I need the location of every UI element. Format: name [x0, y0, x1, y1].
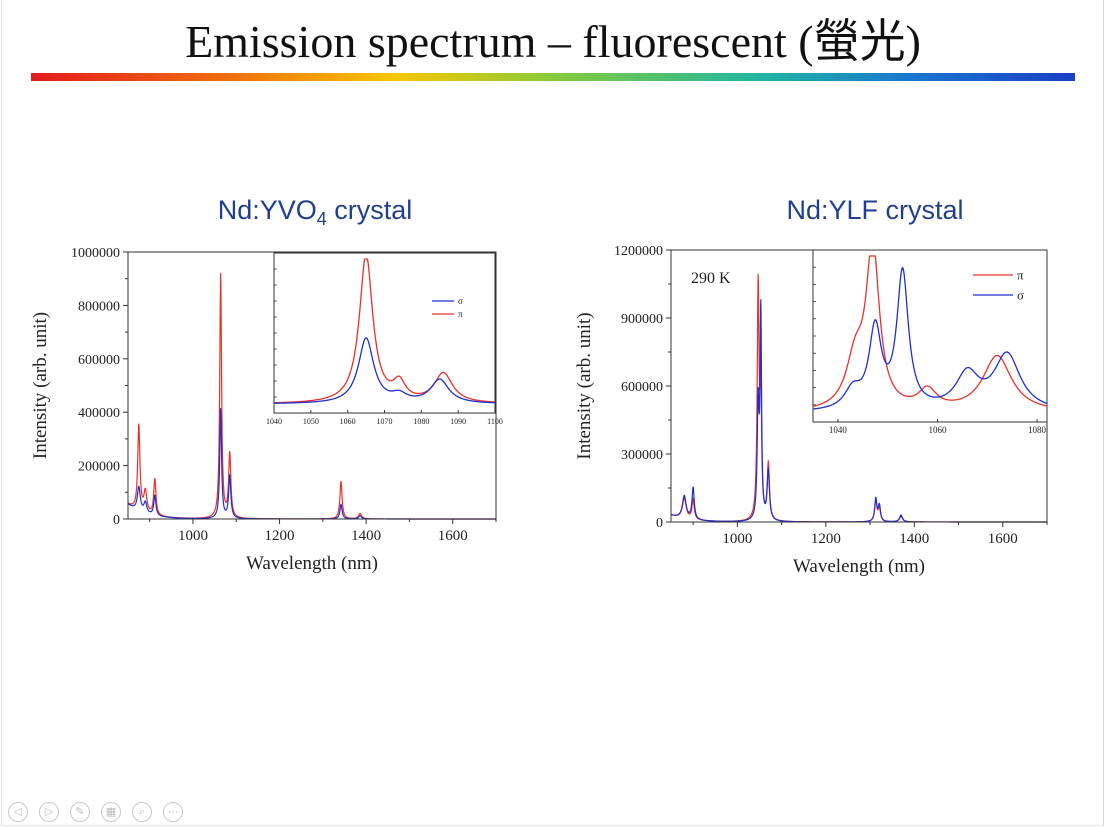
inset-x-tick-label: 1080	[413, 417, 429, 426]
x-tick-label: 1600	[988, 531, 1018, 547]
inset-x-tick-label: 1040	[266, 417, 282, 426]
y-tick-label: 600000	[621, 380, 663, 395]
pen-icon[interactable]: ✎	[70, 802, 90, 822]
slide-title: Emission spectrum – fluorescent (螢光)	[185, 16, 921, 67]
legend-label: π	[458, 309, 463, 319]
inset-series-line-1-0	[812, 255, 1048, 407]
x-tick-label: 1400	[351, 528, 381, 544]
inset-x-tick-label: 1060	[340, 417, 356, 426]
legend-label: π	[1017, 268, 1024, 283]
y-tick-label: 1200000	[614, 244, 663, 259]
inset-x-tick-label: 1100	[487, 417, 503, 426]
x-tick-label: 1600	[438, 528, 468, 544]
inset-frame	[273, 252, 496, 414]
zoom-icon[interactable]: ⌕	[132, 802, 152, 822]
chart-title-yvo4: Nd:YVO4 crystal	[130, 195, 500, 229]
chart-title-rest: crystal	[326, 195, 413, 225]
chart-title-main: Nd:YVO	[217, 195, 317, 225]
legend-label: σ	[1017, 288, 1024, 303]
y-tick-label: 600000	[78, 353, 120, 368]
x-axis-label: Wavelength (nm)	[793, 556, 925, 577]
inset-x-tick-label: 1080	[1028, 425, 1047, 435]
y-tick-label: 400000	[78, 406, 120, 421]
y-tick-label: 200000	[78, 460, 120, 475]
inset-x-tick-label: 1050	[303, 417, 319, 426]
inset-series-line-0-0	[273, 258, 496, 404]
x-axis-label: Wavelength (nm)	[246, 553, 378, 574]
inset-frame	[812, 249, 1048, 423]
inset-x-tick-label: 1090	[450, 417, 466, 426]
x-tick-label: 1000	[722, 531, 752, 547]
slides-grid-icon[interactable]: ▦	[101, 802, 121, 822]
legend-label: σ	[458, 296, 463, 306]
y-tick-label: 0	[113, 513, 120, 528]
rainbow-divider	[31, 73, 1075, 81]
prev-slide-icon[interactable]: ◁	[8, 802, 28, 822]
x-tick-label: 1000	[178, 528, 208, 544]
y-tick-label: 800000	[78, 299, 120, 314]
inset-series-line-1-1	[812, 266, 1048, 410]
y-axis-label: Intensity (arb. unit)	[30, 312, 51, 459]
chart-title-ylf: Nd:YLF crystal	[786, 195, 964, 225]
inset-series-line-0-1	[273, 337, 496, 404]
next-slide-icon[interactable]: ▷	[39, 802, 59, 822]
y-tick-label: 1000000	[71, 246, 120, 261]
inset-x-tick-label: 1070	[377, 417, 393, 426]
temperature-annotation: 290 K	[691, 270, 731, 287]
y-axis-label: Intensity (arb. unit)	[574, 312, 595, 459]
chart-title-subscript: 4	[316, 209, 327, 229]
inset-x-tick-label: 1040	[829, 425, 848, 435]
slide-controls: ◁ ▷ ✎ ▦ ⌕ ⋯	[8, 802, 183, 822]
x-tick-label: 1200	[811, 531, 841, 547]
y-tick-label: 300000	[621, 448, 663, 463]
y-tick-label: 900000	[621, 312, 663, 327]
x-tick-label: 1400	[899, 531, 929, 547]
more-options-icon[interactable]: ⋯	[163, 802, 183, 822]
y-tick-label: 0	[656, 516, 663, 531]
x-tick-label: 1200	[265, 528, 295, 544]
inset-x-tick-label: 1060	[928, 425, 947, 435]
